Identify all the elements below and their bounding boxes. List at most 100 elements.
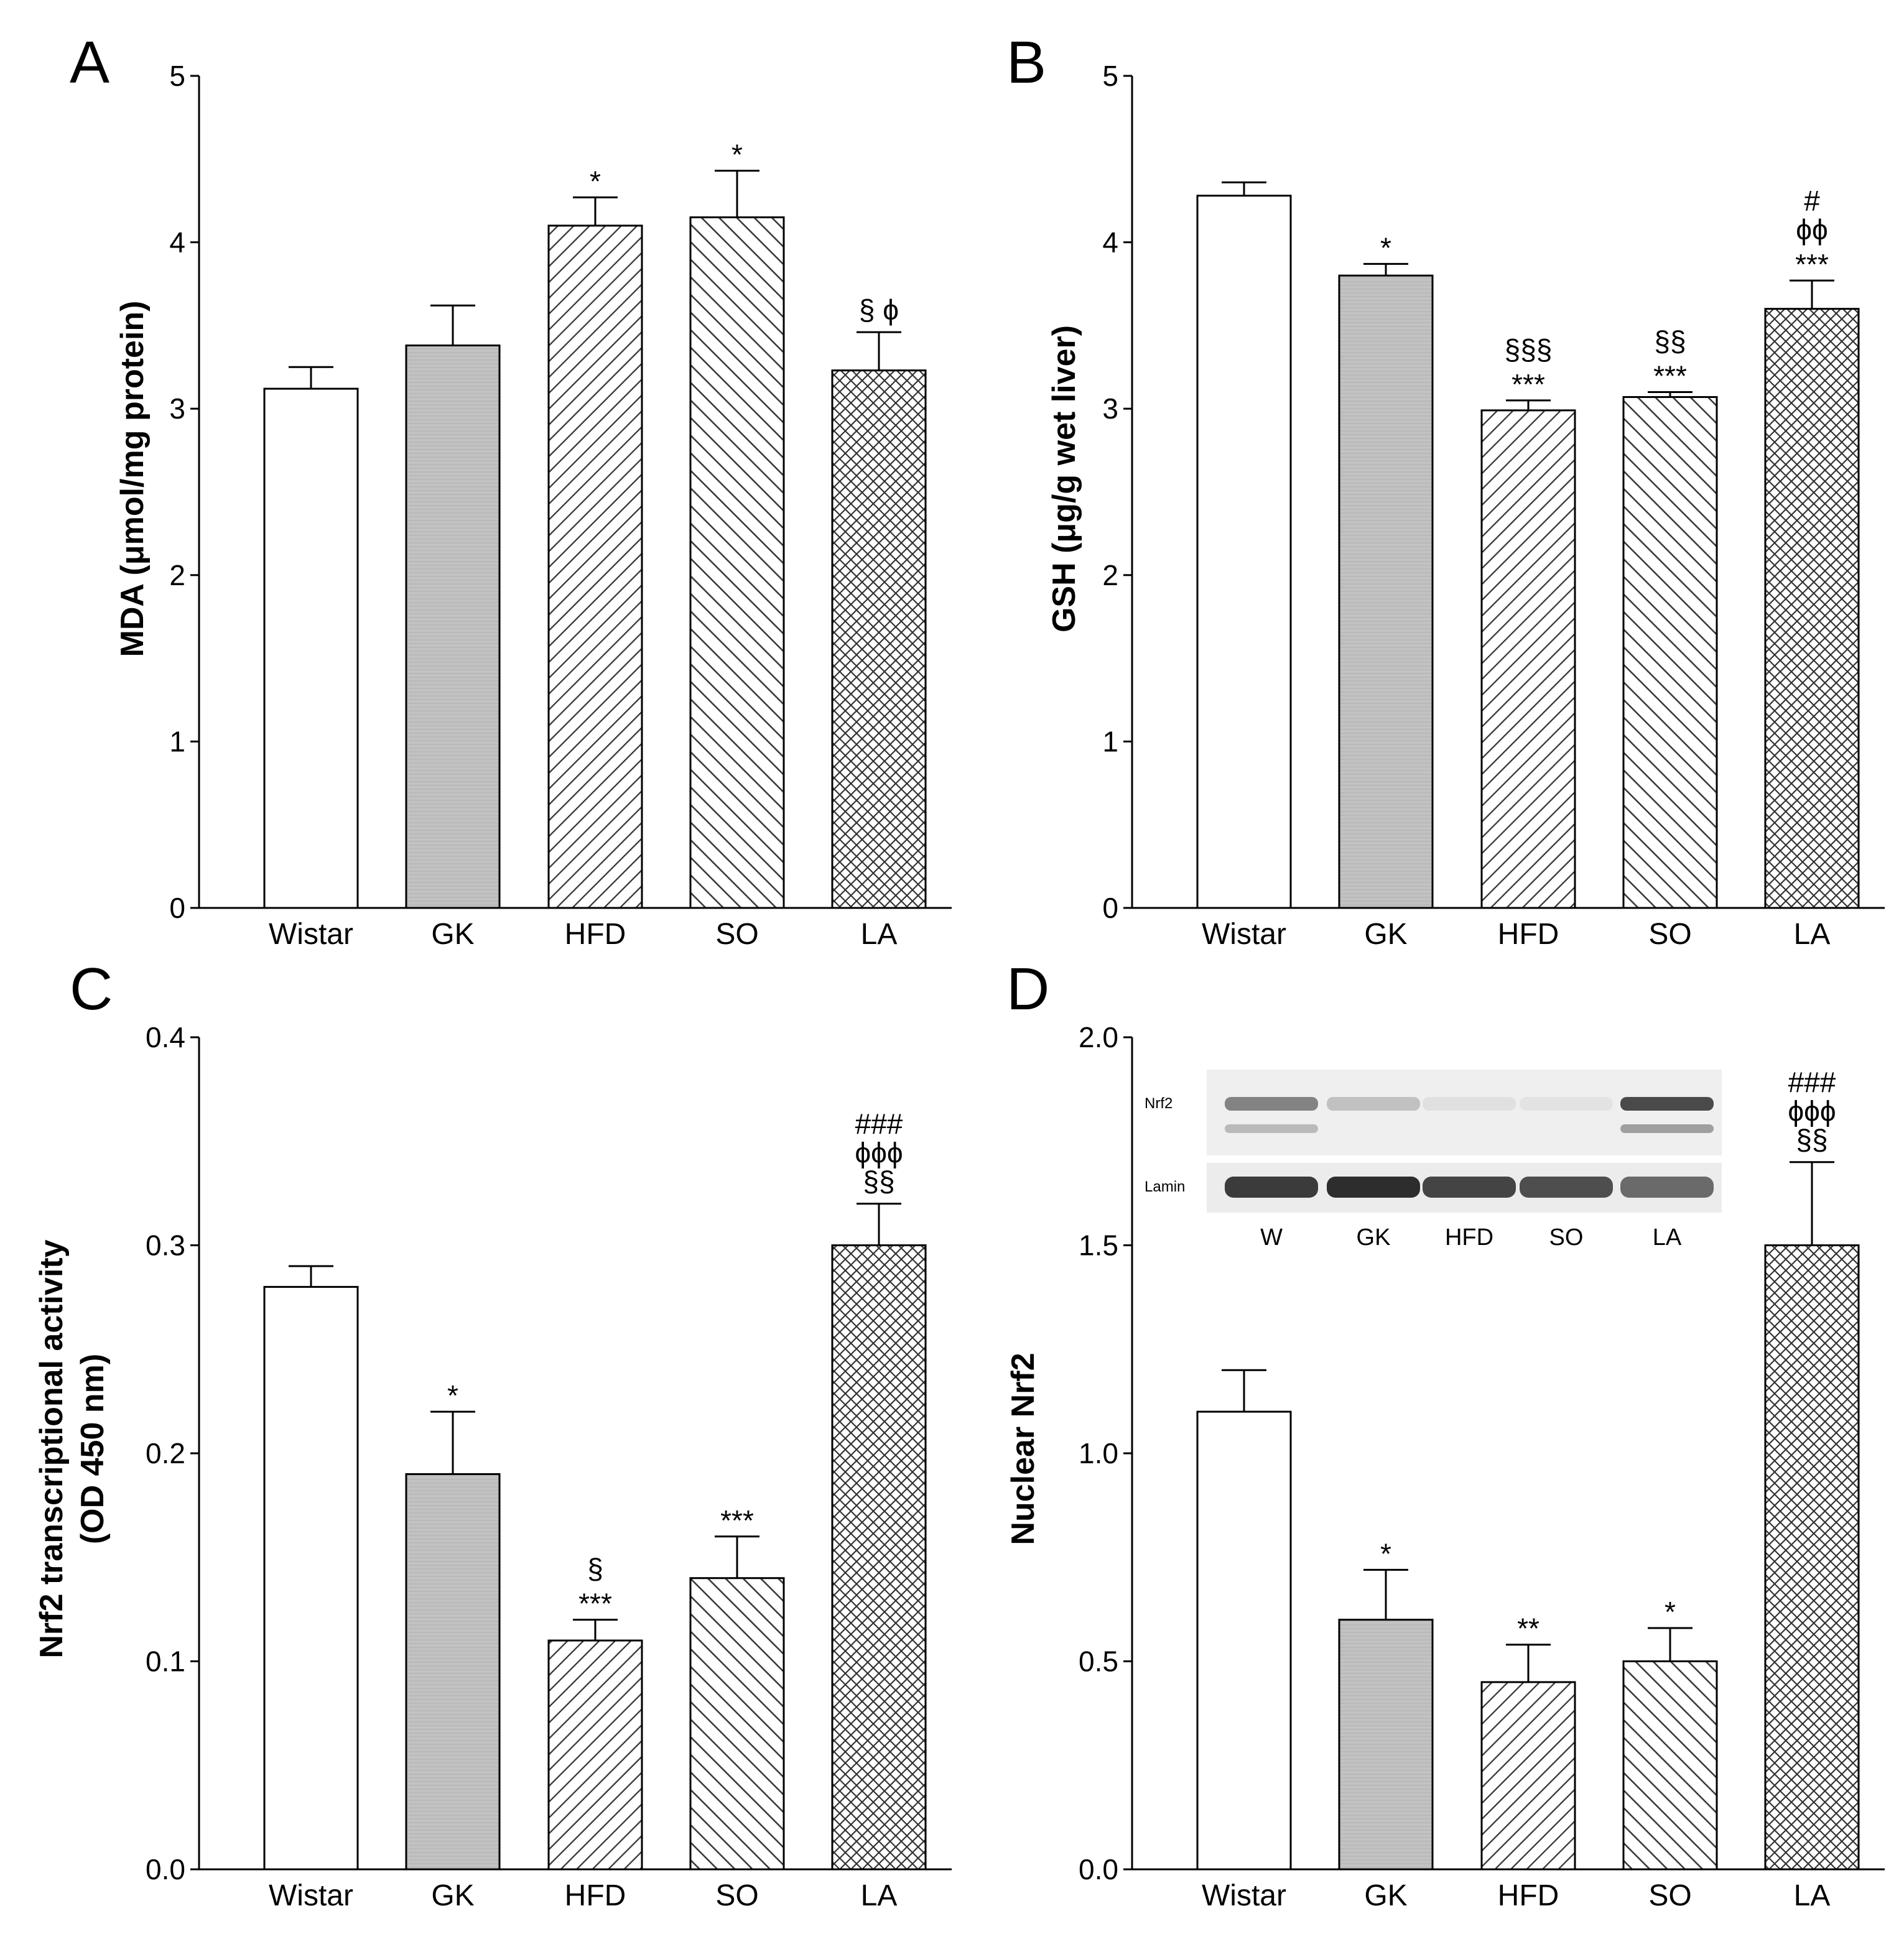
nrf2-band — [1423, 1097, 1516, 1111]
bar — [689, 1577, 785, 1871]
y-tick-label: 0.5 — [1079, 1645, 1118, 1678]
y-tick-label: 1 — [1102, 725, 1118, 757]
y-axis-title: Nrf2 transcriptional activity (OD 450 nm) — [34, 1239, 111, 1658]
y-tick-label: 0.0 — [1079, 1853, 1118, 1885]
significance-mark: §§ — [1654, 325, 1686, 357]
y-tick-label: 3 — [1102, 392, 1118, 425]
y-tick-label: 4 — [1102, 226, 1118, 259]
y-axis-title-line: (OD 450 nm) — [75, 1354, 111, 1544]
x-tick-label: SO — [1648, 918, 1691, 951]
y-tick-label: 4 — [169, 226, 185, 259]
blot-lane-label: SO — [1549, 1224, 1584, 1251]
significance-mark: * — [1380, 231, 1391, 264]
y-tick-label: 5 — [1102, 60, 1118, 92]
bar — [1764, 1244, 1860, 1871]
y-tick-label: 1.0 — [1079, 1437, 1118, 1469]
lamin-band — [1327, 1177, 1420, 1198]
significance-mark: * — [1665, 1596, 1676, 1628]
y-tick-label: 2 — [1102, 559, 1118, 591]
bar — [1764, 308, 1860, 909]
y-tick-label: 2 — [169, 559, 185, 591]
bar — [263, 387, 359, 909]
y-axis-title-text: MDA (μmol/mg protein) — [114, 301, 151, 657]
y-tick-label: 0.0 — [146, 1853, 185, 1885]
significance-mark: §§§ — [1505, 333, 1553, 366]
bar — [1196, 195, 1292, 909]
panel-b: B 0 1 2 3 4 5 GSH (μg/g wet liver) Wistar GK * HFD *… — [1006, 29, 1885, 951]
bar — [1622, 1660, 1718, 1871]
significance-mark: ϕϕ — [1796, 213, 1828, 246]
panel-c: C 0.0 0.1 0.2 0.3 0.4 Nrf2 transcriptional act… — [34, 956, 952, 1912]
y-axis-title: Nuclear Nrf2 — [1005, 1353, 1041, 1545]
bar — [405, 345, 501, 909]
x-tick-label: LA — [861, 1879, 898, 1912]
blot-lane-label: W — [1260, 1224, 1283, 1251]
significance-mark: *** — [1512, 368, 1545, 400]
y-tick-label: 0.2 — [146, 1437, 185, 1469]
x-tick-label: GK — [431, 1879, 474, 1912]
bar — [1338, 274, 1434, 909]
x-tick-label: GK — [1364, 918, 1407, 951]
y-tick-label: 1 — [169, 725, 185, 757]
significance-mark: ϕϕϕ — [855, 1137, 903, 1169]
significance-mark: * — [1380, 1537, 1391, 1570]
x-tick-label: HFD — [565, 918, 626, 951]
x-tick-label: SO — [715, 918, 758, 951]
x-tick-label: LA — [1794, 1879, 1831, 1912]
y-axis-title-text: Nuclear Nrf2 — [1005, 1353, 1041, 1545]
y-axis-title-text: GSH (μg/g wet liver) — [1046, 325, 1082, 632]
bar — [1338, 1619, 1434, 1871]
lamin-band — [1225, 1177, 1318, 1198]
significance-mark: ### — [855, 1108, 903, 1141]
x-tick-label: Wistar — [269, 1879, 353, 1912]
bar — [547, 224, 643, 909]
panel-letter: C — [70, 956, 113, 1022]
significance-mark: * — [447, 1379, 458, 1412]
x-tick-label: HFD — [565, 1879, 626, 1912]
x-tick-label: Wistar — [1202, 1879, 1286, 1912]
x-tick-label: SO — [1648, 1879, 1691, 1912]
y-tick-label: 0.1 — [146, 1645, 185, 1678]
x-tick-label: HFD — [1498, 1879, 1559, 1912]
panel-letter: D — [1006, 956, 1049, 1022]
x-tick-label: LA — [861, 918, 898, 951]
y-tick-label: 0 — [1102, 892, 1118, 924]
bar — [831, 369, 927, 909]
bar — [1622, 396, 1718, 909]
y-tick-label: 0.3 — [146, 1229, 185, 1262]
nrf2-band — [1620, 1124, 1714, 1133]
panel-a: A 0 1 2 3 4 5 MDA (μmol/mg protein) Wistar GK HFD *… — [70, 29, 952, 951]
significance-mark: § ϕ — [859, 294, 899, 326]
bar — [547, 1639, 643, 1871]
x-tick-label: GK — [431, 918, 474, 951]
x-tick-label: GK — [1364, 1879, 1407, 1912]
y-tick-label: 2.0 — [1079, 1021, 1118, 1053]
y-axis-title: GSH (μg/g wet liver) — [1046, 325, 1082, 632]
nrf2-band — [1225, 1097, 1318, 1111]
blot-row-label-nrf2: Nrf2 — [1145, 1095, 1173, 1112]
lamin-band — [1620, 1177, 1714, 1198]
panel-letter: A — [70, 29, 109, 96]
y-axis-title: MDA (μmol/mg protein) — [114, 301, 151, 657]
bar — [689, 216, 785, 909]
lamin-band — [1423, 1177, 1516, 1198]
bar — [831, 1244, 927, 1871]
significance-mark: ** — [1517, 1612, 1539, 1645]
lamin-band — [1520, 1177, 1613, 1198]
nrf2-band — [1327, 1097, 1420, 1111]
significance-mark: §§ — [863, 1165, 894, 1198]
x-tick-label: SO — [715, 1879, 758, 1912]
significance-mark: *** — [578, 1588, 612, 1620]
significance-mark: ### — [1788, 1066, 1836, 1099]
nrf2-band — [1520, 1097, 1613, 1111]
significance-mark: ϕϕϕ — [1788, 1095, 1836, 1127]
significance-mark: * — [731, 139, 743, 171]
panel-letter: B — [1006, 29, 1046, 96]
bar — [1196, 1410, 1292, 1871]
significance-mark: *** — [1795, 248, 1829, 280]
significance-mark: * — [590, 165, 601, 197]
significance-mark: §§ — [1796, 1124, 1827, 1156]
y-tick-label: 0 — [169, 892, 185, 924]
y-tick-label: 3 — [169, 392, 185, 425]
